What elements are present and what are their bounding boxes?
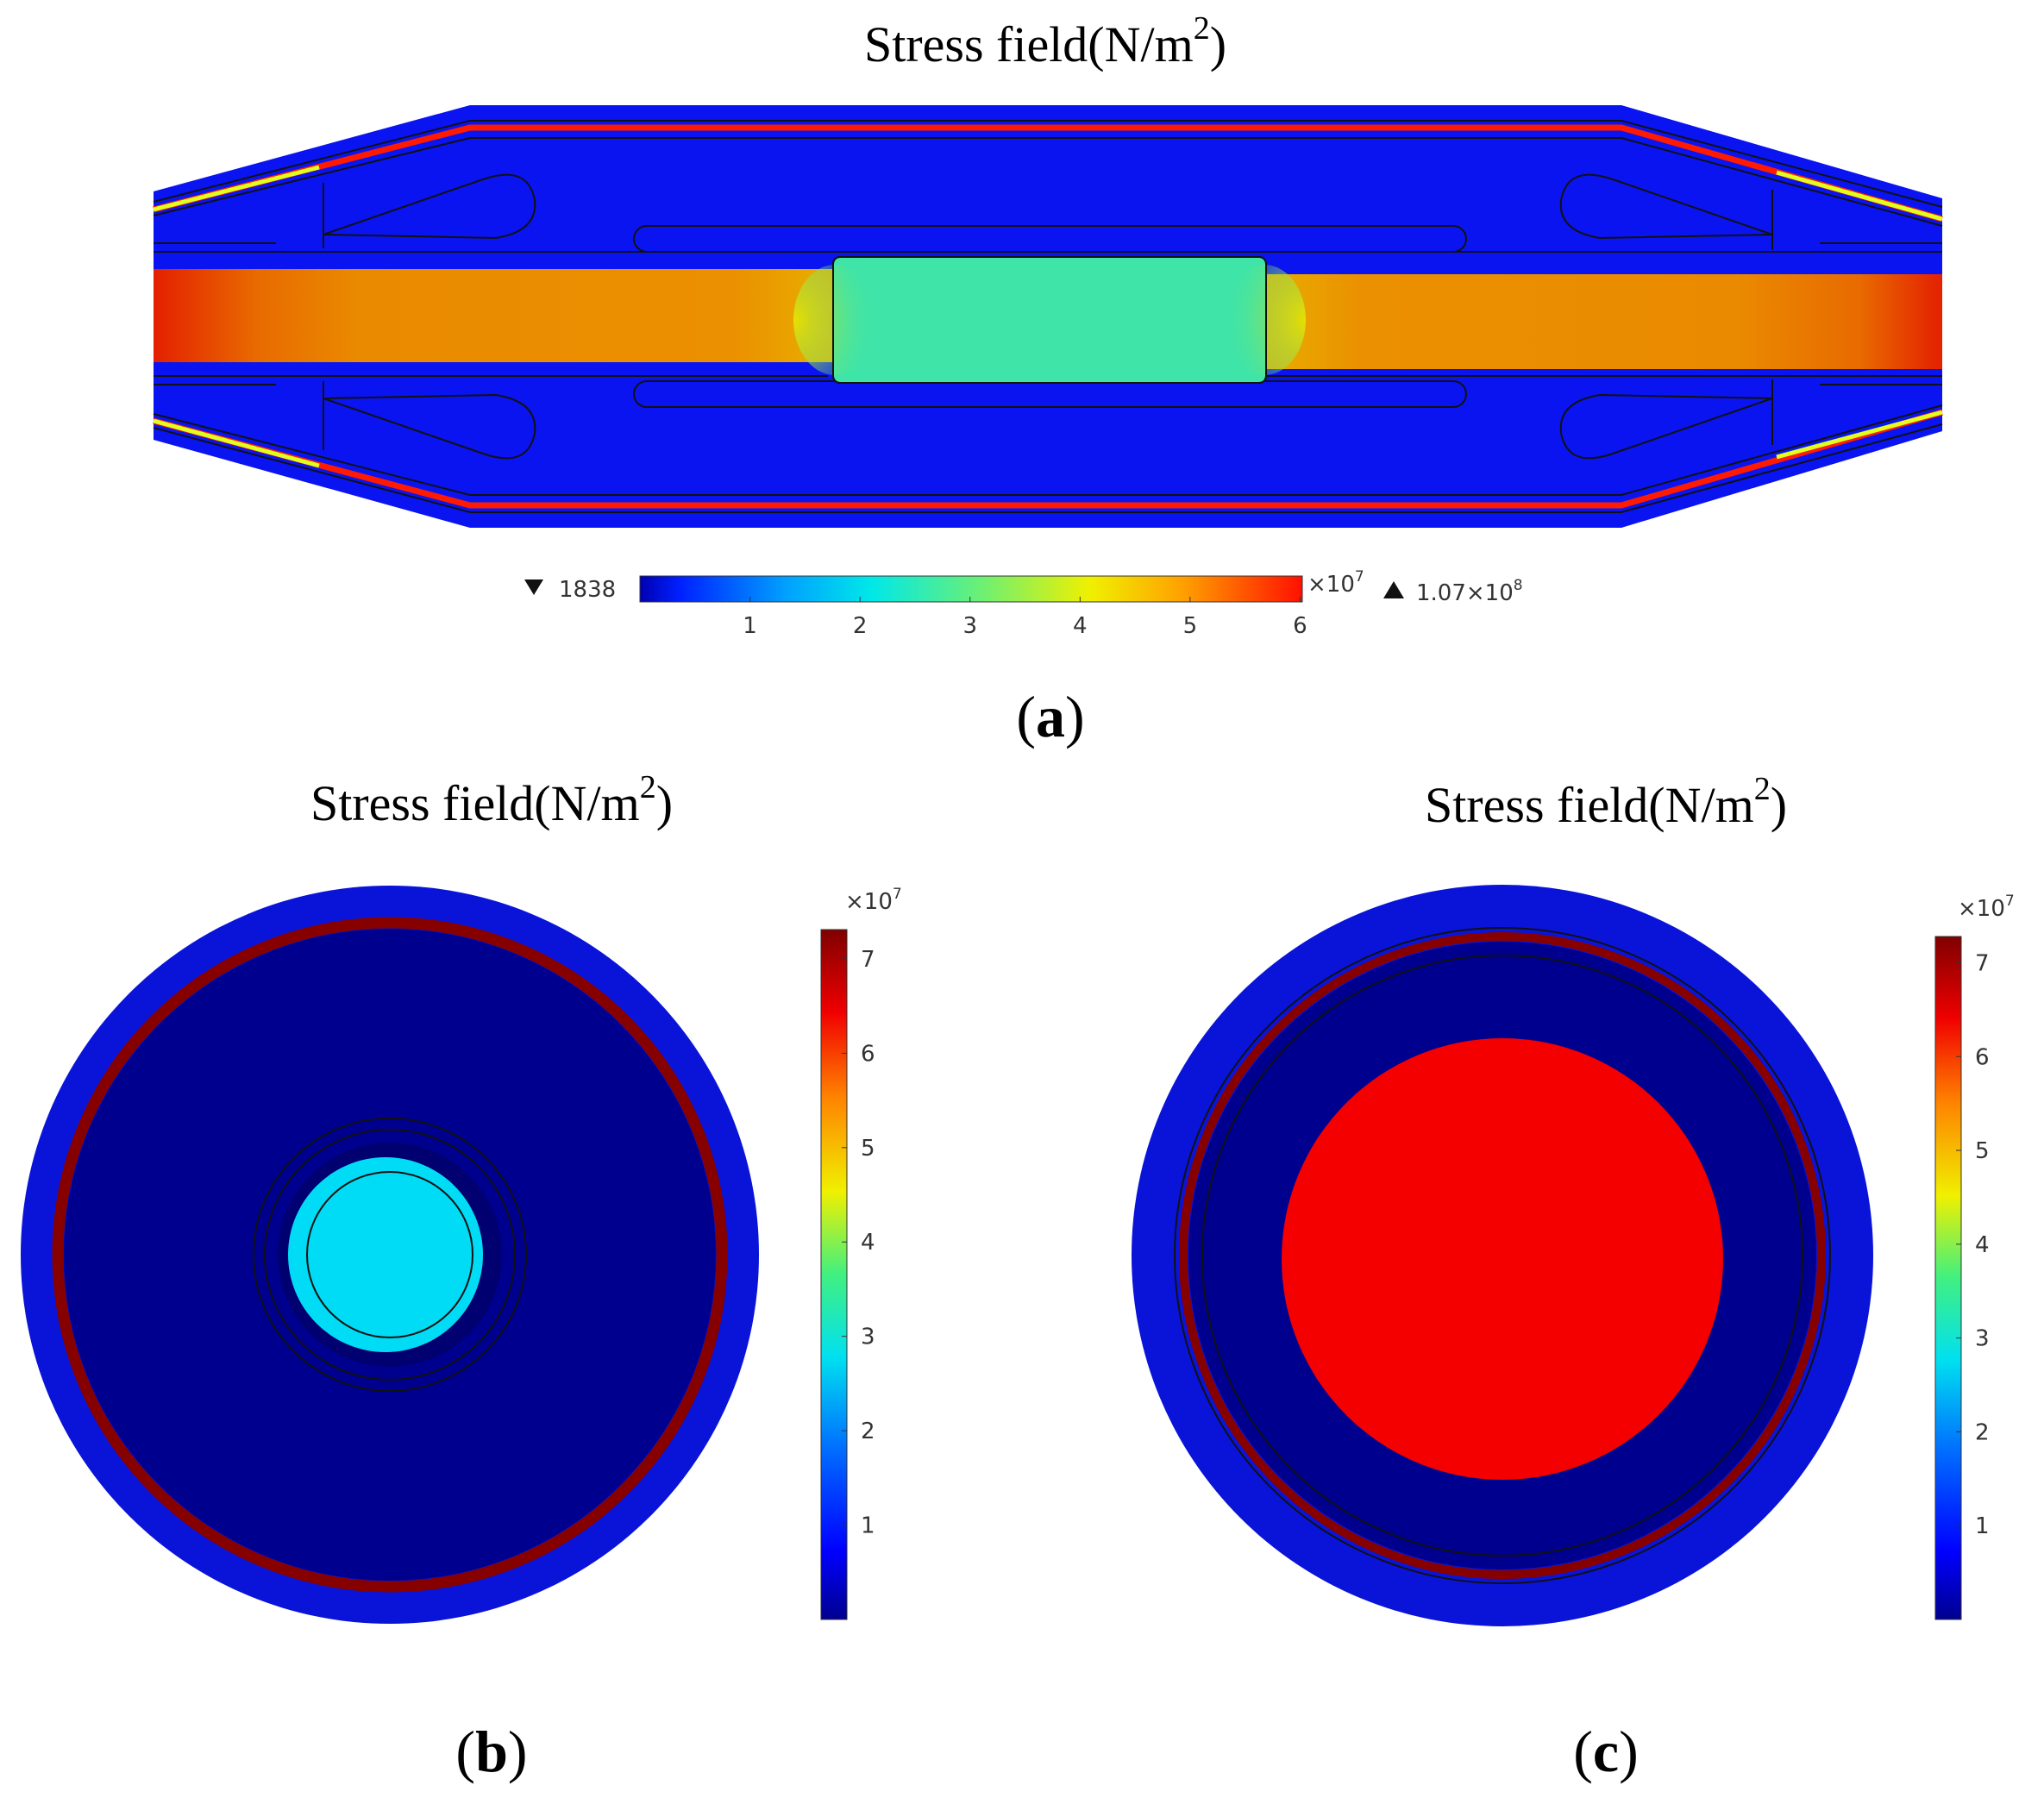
panel-b-letter: b: [475, 1719, 508, 1784]
conductor-left: [154, 269, 835, 362]
b-shield-ring: [52, 917, 728, 1593]
panel-b-title-sup: 2: [639, 769, 656, 805]
colorbar-tick-label: 7: [861, 947, 875, 973]
panel-a-title: Stress field(N/m2): [863, 12, 1227, 73]
colorbar-tick-label: 2: [861, 1419, 875, 1444]
min-marker-icon: [524, 579, 543, 595]
colorbar-a-tick-label: 5: [1183, 613, 1198, 639]
colorbar-a-gradient: [639, 575, 1303, 603]
outer-shield-bottom-yellow-r: [1776, 410, 1943, 460]
panel-a-letter: a: [1036, 684, 1065, 749]
colorbar-a-scale-base: ×10: [1307, 572, 1355, 598]
colorbar-a: 1838 ×107 1.07×108 1 2 3 4 5 6: [524, 568, 1523, 639]
colorbar-b-gradient: [820, 929, 848, 1620]
panel-a-joint-section: [153, 105, 1943, 528]
panel-c-label: (c): [1573, 1719, 1639, 1784]
outer-shield-top-yellow-r: [1776, 170, 1943, 222]
colorbar-c-scale-base: ×10: [1958, 896, 2005, 922]
c-contour-outer: [1174, 927, 1831, 1584]
panel-b-title-close: ): [655, 775, 674, 831]
panel-b-label: (b): [455, 1719, 528, 1784]
panel-c-title-text: Stress field(N/m: [1424, 777, 1754, 833]
outer-shield-top-yellow: [153, 165, 320, 212]
colorbar-a-tick-label: 6: [1293, 613, 1307, 639]
colorbar-tick-label: 4: [861, 1230, 875, 1256]
colorbar-tick-label: 6: [861, 1041, 875, 1067]
outer-shield-bottom-yellow: [153, 418, 320, 468]
colorbar-b-ticks: 1 2 3 4 5 6 7: [842, 947, 875, 1539]
panel-c-cross-section: [1132, 885, 1873, 1626]
colorbar-b-scale-exp: 7: [893, 886, 902, 903]
colorbar-tick-label: 5: [861, 1136, 875, 1162]
colorbar-tick-label: 2: [1975, 1419, 1990, 1445]
max-marker-icon: [1383, 581, 1404, 598]
colorbar-tick-label: 6: [1975, 1044, 1990, 1070]
colorbar-tick-label: 3: [861, 1325, 875, 1350]
colorbar-tick-label: 1: [861, 1513, 875, 1539]
panel-b-title: Stress field(N/m2): [310, 771, 674, 832]
panel-b-title-text: Stress field(N/m: [310, 775, 640, 831]
conductor-right: [1259, 274, 1942, 369]
connector-edge-left: [793, 265, 876, 375]
colorbar-tick-label: 3: [1975, 1326, 1990, 1352]
colorbar-a-tick-label: 2: [853, 613, 868, 639]
colorbar-a-tick-label: 1: [743, 613, 757, 639]
colorbar-c-scale-exp: 7: [2005, 893, 2015, 910]
b-contour-mid: [264, 1129, 516, 1381]
b-conductor: [288, 1157, 483, 1352]
colorbar-a-min-label: 1838: [559, 577, 616, 603]
inner-contours: [153, 120, 1943, 513]
colorbar-a-ticks: 1 2 3 4 5 6: [743, 597, 1307, 639]
panel-a-label: (a): [1016, 684, 1085, 749]
c-contour-inner: [1201, 955, 1803, 1557]
connector-sleeve: [832, 256, 1267, 384]
colorbar-a-tick-label: 4: [1073, 613, 1088, 639]
b-conductor-core: [306, 1171, 473, 1338]
c-conductor: [1282, 1038, 1723, 1480]
colorbar-c-scale: ×107: [1958, 893, 2015, 922]
panel-c-title-close: ): [1770, 777, 1788, 833]
panel-c-title: Stress field(N/m2): [1424, 773, 1788, 834]
panel-a-title-text: Stress field(N/m: [863, 16, 1194, 72]
colorbar-tick-label: 5: [1975, 1138, 1990, 1164]
panel-a-title-close: ): [1209, 16, 1227, 72]
colorbar-a-scale: ×107: [1307, 568, 1364, 598]
colorbar-a-scale-exp: 7: [1355, 568, 1364, 586]
b-contour-outer: [253, 1118, 527, 1392]
colorbar-b-scale-base: ×10: [845, 889, 893, 915]
colorbar-tick-label: 7: [1975, 950, 1990, 976]
c-shield-ring: [1179, 932, 1826, 1579]
panel-b-cross-section: [21, 886, 759, 1624]
colorbar-tick-label: 4: [1975, 1232, 1990, 1258]
colorbar-a-max-label: 1.07×108: [1416, 577, 1523, 606]
colorbar-c-ticks: 1 2 3 4 5 6 7: [1956, 950, 1990, 1539]
colorbar-a-max-base: 1.07×10: [1416, 580, 1514, 606]
colorbar-a-tick-label: 3: [962, 613, 977, 639]
colorbar-c-gradient: [1934, 936, 1962, 1620]
colorbar-tick-label: 1: [1975, 1513, 1990, 1539]
panel-c-title-sup: 2: [1753, 771, 1771, 807]
panel-a-title-sup: 2: [1193, 10, 1210, 47]
colorbar-b-scale: ×107: [845, 886, 902, 915]
connector-edge-right: [1223, 265, 1306, 375]
panel-c-letter: c: [1592, 1719, 1620, 1784]
colorbar-a-max-exp: 8: [1514, 577, 1523, 594]
